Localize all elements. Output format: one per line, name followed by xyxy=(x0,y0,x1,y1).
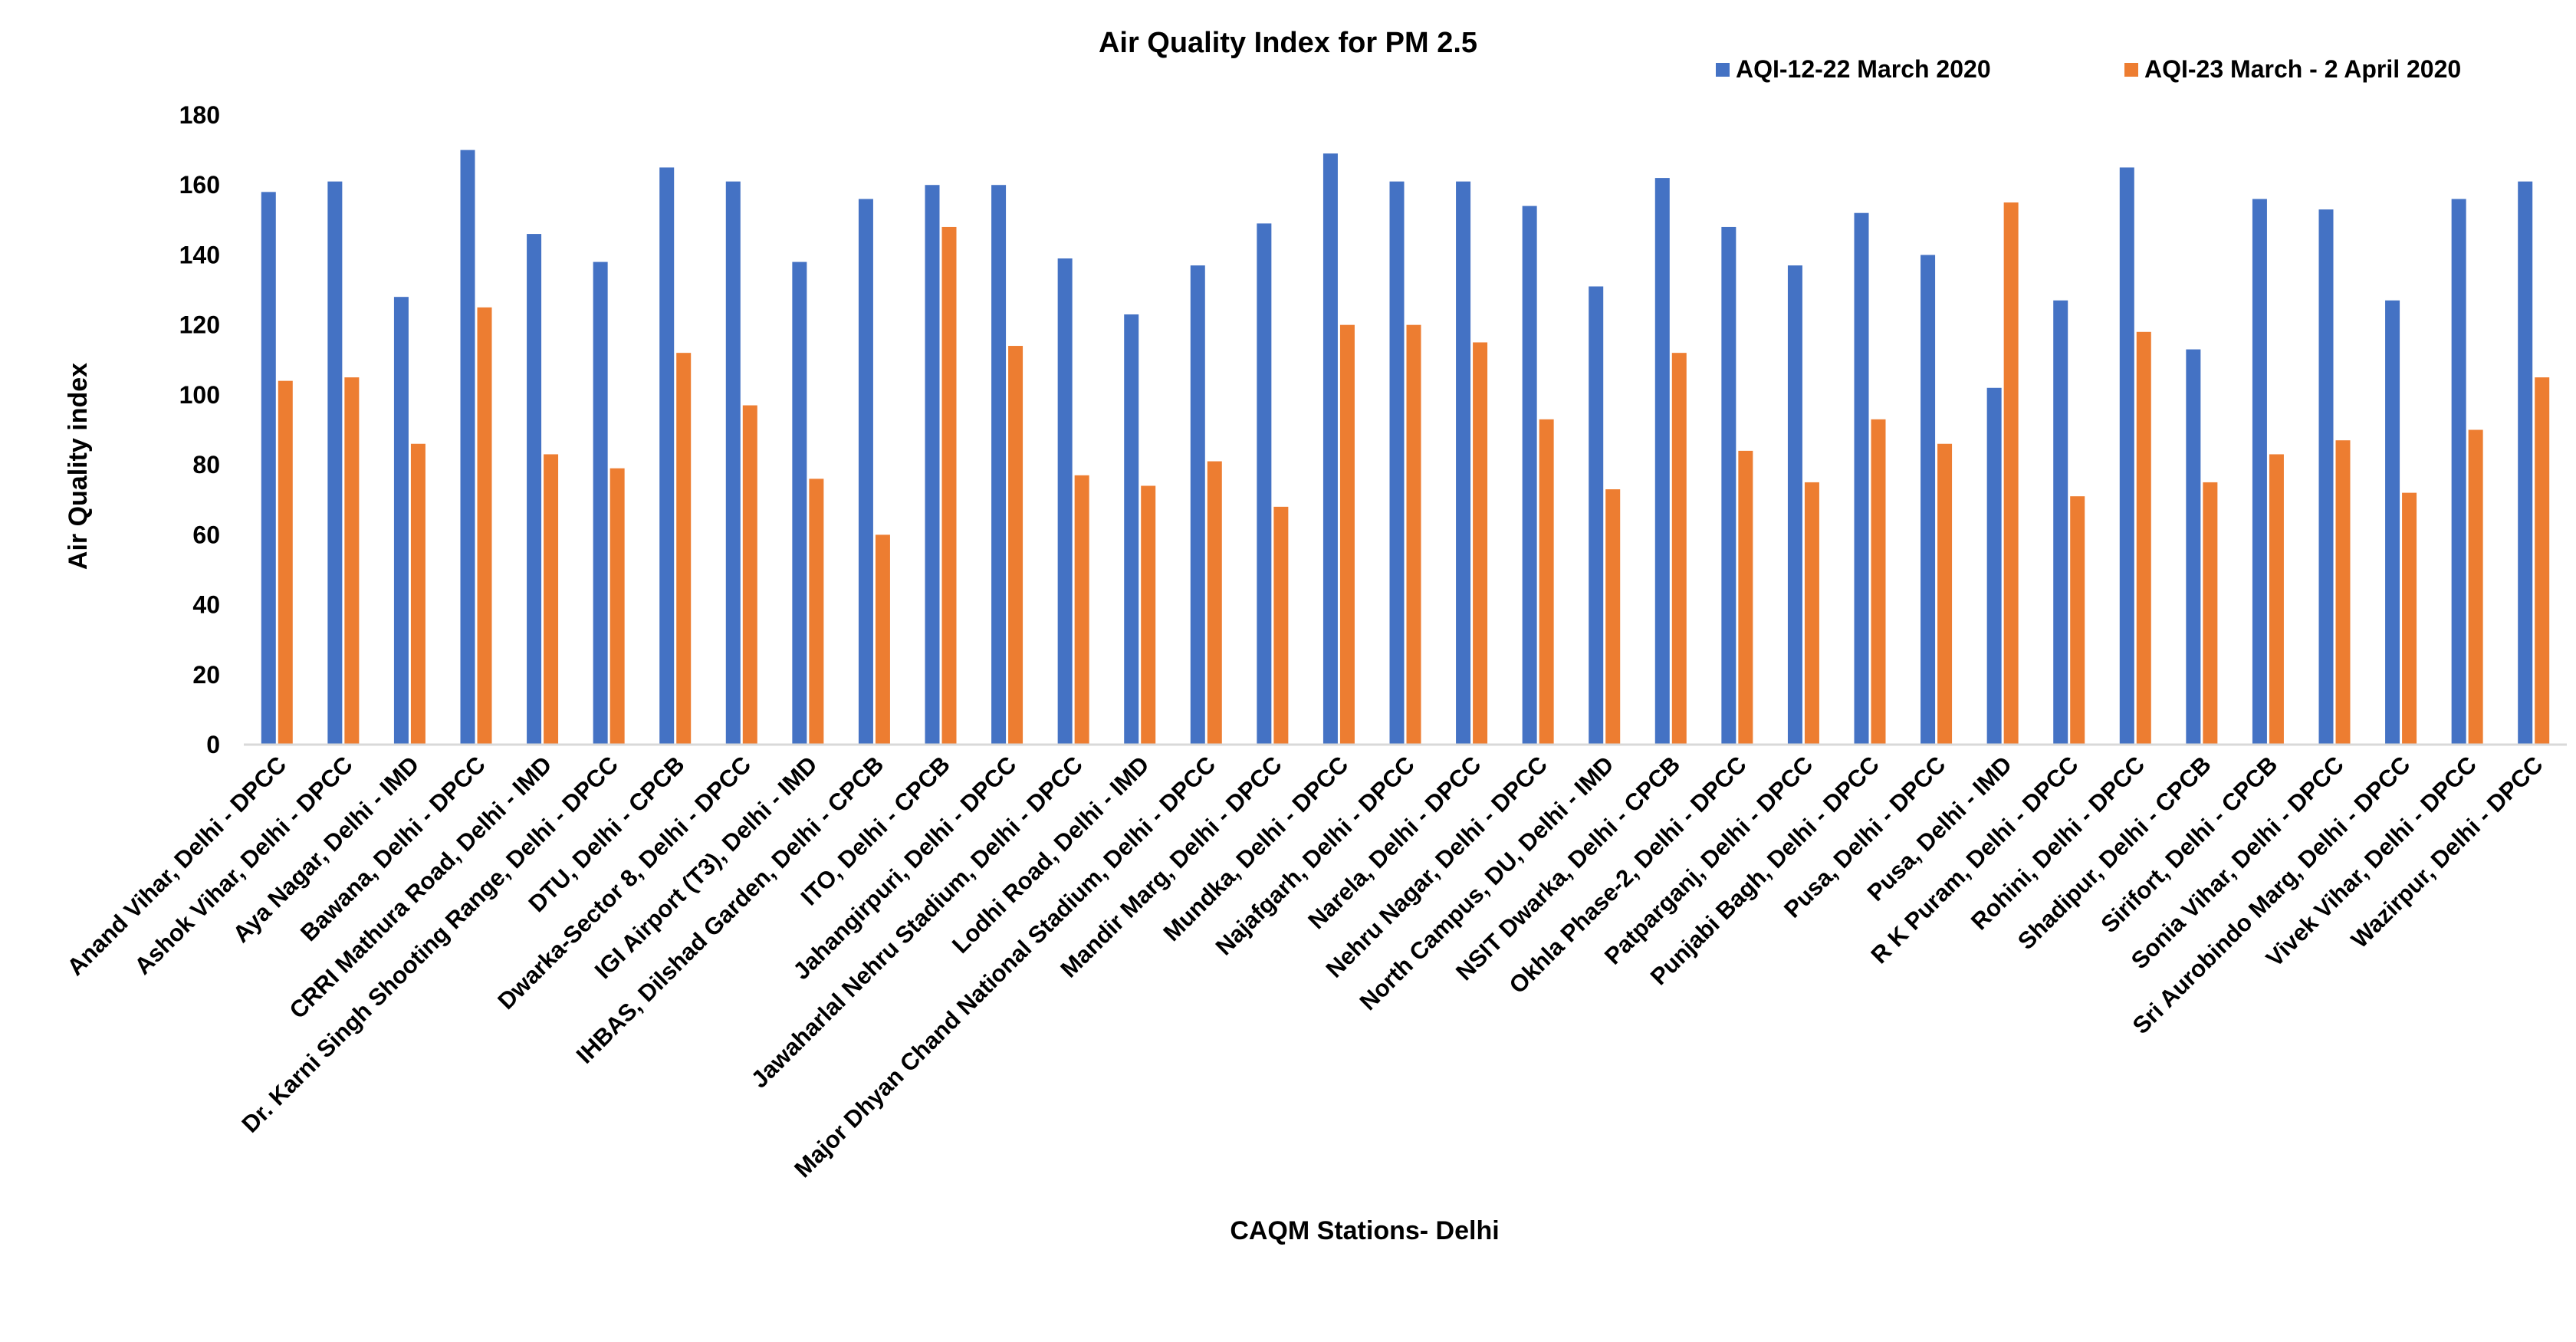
bar-series-2 xyxy=(1871,419,1886,745)
legend-label-series-2: AQI-23 March - 2 April 2020 xyxy=(2144,55,2461,83)
bar-series-2 xyxy=(610,468,625,745)
x-tick-label: IHBAS, Dilshad Garden, Delhi - CPCB xyxy=(571,751,889,1069)
bar-series-2 xyxy=(2003,202,2019,745)
bar-series-1 xyxy=(2119,167,2134,745)
bar-series-1 xyxy=(2186,349,2201,745)
bar-series-2 xyxy=(2402,492,2417,745)
bar-series-2 xyxy=(941,226,957,745)
bar-series-1 xyxy=(393,297,409,745)
bar-series-2 xyxy=(1074,475,1089,745)
bar-series-2 xyxy=(1141,485,1156,745)
bar-series-2 xyxy=(1008,346,1024,745)
bar-series-1 xyxy=(1257,223,1272,745)
y-tick-label: 100 xyxy=(179,381,220,409)
bar-series-2 xyxy=(1207,461,1222,745)
bar-series-1 xyxy=(460,150,475,745)
bar-series-2 xyxy=(875,534,890,745)
y-tick-label: 80 xyxy=(192,451,220,479)
bar-series-1 xyxy=(925,185,940,745)
bar-series-2 xyxy=(2468,429,2483,745)
bar-series-1 xyxy=(792,261,807,745)
bar-series-1 xyxy=(1522,206,1537,745)
bar-series-1 xyxy=(1389,181,1405,745)
bar-series-2 xyxy=(676,353,692,745)
y-axis-title: Air Quality index xyxy=(64,363,93,570)
bar-series-1 xyxy=(1787,265,1802,745)
y-tick-label: 140 xyxy=(179,241,220,268)
bar-series-1 xyxy=(1456,181,1471,745)
bar-series-1 xyxy=(2451,199,2466,745)
bar-series-1 xyxy=(991,185,1007,745)
bar-series-2 xyxy=(809,479,824,745)
legend-swatch-series-2 xyxy=(2124,63,2138,77)
bar-series-2 xyxy=(1339,324,1355,745)
bar-series-2 xyxy=(1406,324,1421,745)
bar-series-2 xyxy=(1937,443,1953,745)
bar-series-2 xyxy=(278,380,293,745)
x-axis-title: CAQM Stations- Delhi xyxy=(1230,1216,1499,1245)
y-tick-label: 160 xyxy=(179,171,220,199)
bar-series-2 xyxy=(1539,419,1554,745)
bar-series-1 xyxy=(2518,181,2533,745)
bar-series-1 xyxy=(2053,300,2068,745)
y-tick-label: 120 xyxy=(179,311,220,339)
bar-series-1 xyxy=(858,199,873,745)
bar-series-1 xyxy=(1854,212,1869,745)
bar-series-2 xyxy=(2269,454,2284,745)
bar-series-2 xyxy=(2070,496,2085,745)
bar-series-1 xyxy=(2385,300,2400,745)
bar-series-2 xyxy=(2335,440,2351,745)
bar-series-2 xyxy=(1804,482,1819,745)
bar-series-1 xyxy=(1190,265,1205,745)
y-tick-label: 0 xyxy=(206,731,220,758)
bar-series-2 xyxy=(410,443,426,745)
bar-series-2 xyxy=(344,377,360,745)
chart-title: Air Quality Index for PM 2.5 xyxy=(1099,27,1477,59)
bar-series-2 xyxy=(1738,450,1753,745)
bar-series-1 xyxy=(1654,178,1670,745)
x-tick-label: Okhla Phase-2, Delhi - DPCC xyxy=(1504,751,1752,998)
bar-series-2 xyxy=(742,405,757,745)
bar-series-2 xyxy=(477,307,492,745)
bar-series-1 xyxy=(1322,153,1338,745)
bar-series-2 xyxy=(1671,353,1687,745)
y-tick-label: 20 xyxy=(192,661,220,689)
bar-series-1 xyxy=(2318,209,2334,745)
bar-series-2 xyxy=(1273,506,1289,745)
bar-series-1 xyxy=(593,261,608,745)
bar-series-2 xyxy=(544,454,559,745)
y-tick-label: 40 xyxy=(192,591,220,619)
bar-series-1 xyxy=(659,167,675,745)
legend-label-series-1: AQI-12-22 March 2020 xyxy=(1736,55,1991,83)
legend: AQI-12-22 March 2020 AQI-23 March - 2 Ap… xyxy=(1716,55,2461,83)
bar-series-1 xyxy=(1721,226,1737,745)
bar-series-1 xyxy=(1589,286,1604,745)
bar-series-2 xyxy=(1605,489,1621,745)
bar-series-2 xyxy=(2535,377,2550,745)
bar-series-1 xyxy=(527,234,542,745)
y-tick-label: 60 xyxy=(192,521,220,548)
bar-series-1 xyxy=(261,192,276,745)
bar-series-1 xyxy=(1057,258,1073,745)
bars xyxy=(261,150,2550,745)
y-tick-label: 180 xyxy=(179,101,220,129)
bar-series-1 xyxy=(1124,314,1139,745)
bar-series-1 xyxy=(1921,255,1936,745)
bar-series-1 xyxy=(725,181,741,745)
y-axis: 0 20 40 60 80 100 120 140 160 180 xyxy=(179,101,220,758)
bar-series-1 xyxy=(1986,387,2002,745)
bar-series-1 xyxy=(2252,199,2267,745)
legend-swatch-series-1 xyxy=(1716,63,1730,77)
bar-series-2 xyxy=(1473,342,1488,745)
bar-series-1 xyxy=(327,181,343,745)
bar-series-2 xyxy=(2136,331,2151,745)
bar-series-2 xyxy=(2203,482,2218,745)
